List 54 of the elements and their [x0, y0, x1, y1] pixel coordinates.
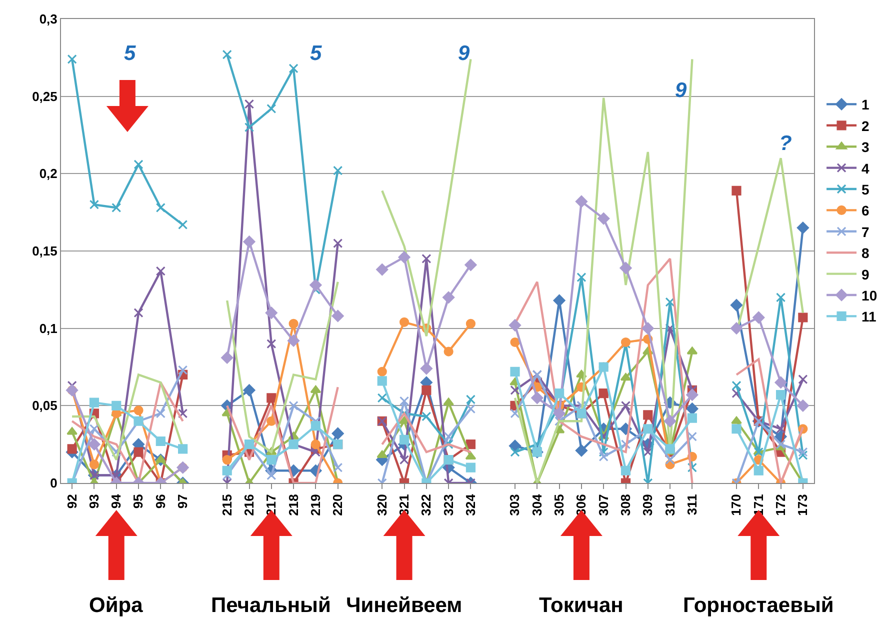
x-tick-label: 304: [529, 493, 544, 516]
x-tick-label: 324: [462, 493, 478, 516]
x-tick-label: 308: [618, 494, 633, 516]
x-tick-label: 220: [330, 494, 346, 516]
x-tick-label: 170: [728, 494, 744, 516]
x-tick-label: 323: [440, 494, 456, 516]
x-tick-label: 92: [64, 494, 80, 509]
y-tick-label: 0,3: [39, 12, 58, 27]
legend-label: 5: [862, 181, 870, 198]
legend-label: 7: [862, 224, 870, 240]
x-tick-label: 219: [308, 494, 323, 516]
x-tick-label: 93: [86, 494, 102, 509]
y-tick-label: 0: [50, 476, 58, 491]
text: Токичан: [539, 594, 624, 617]
x-tick-label: 305: [552, 494, 567, 516]
x-tick-label: 309: [640, 494, 656, 516]
x-tick-label: 96: [152, 494, 168, 509]
legend-label: 10: [862, 287, 878, 304]
y-tick-label: 0,15: [32, 244, 58, 259]
x-tick-label: 94: [108, 493, 124, 509]
x-tick-label: 307: [596, 494, 611, 516]
legend-label: 1: [862, 96, 870, 113]
x-tick-label: 311: [684, 494, 700, 516]
legend-label: 9: [862, 266, 870, 282]
y-tick-label: 0,25: [32, 88, 58, 104]
x-tick-label: 303: [507, 494, 522, 516]
y-tick-label: 0,05: [32, 398, 58, 414]
legend-label: 6: [862, 202, 870, 219]
text: Печальный: [211, 594, 331, 617]
annotation: 5: [310, 42, 322, 65]
x-tick-label: 320: [374, 494, 390, 516]
x-tick-label: 172: [773, 494, 788, 516]
x-tick-label: 218: [286, 494, 301, 516]
y-tick-label: 0,1: [39, 320, 58, 336]
legend-label: 11: [862, 308, 877, 325]
x-tick-label: 216: [241, 494, 256, 516]
x-tick-label: 95: [130, 494, 146, 509]
legend-label: 3: [862, 139, 870, 156]
y-tick-label: 0,2: [39, 166, 58, 182]
x-tick-label: 310: [662, 494, 678, 516]
legend-label: 8: [862, 245, 870, 262]
annotation: ?: [779, 132, 792, 155]
x-tick-label: 322: [418, 494, 434, 516]
legend-label: 2: [862, 118, 870, 134]
x-tick-label: 173: [795, 494, 810, 516]
text: Горностаевый: [683, 594, 834, 617]
annotation: 5: [124, 42, 136, 65]
text: Чинейвеем: [346, 594, 462, 617]
legend-label: 4: [862, 160, 870, 176]
annotation: 9: [458, 42, 470, 65]
text: Ойра: [89, 594, 144, 617]
annotation: 9: [675, 79, 687, 102]
x-tick-label: 97: [175, 494, 190, 509]
x-tick-label: 215: [219, 494, 234, 516]
